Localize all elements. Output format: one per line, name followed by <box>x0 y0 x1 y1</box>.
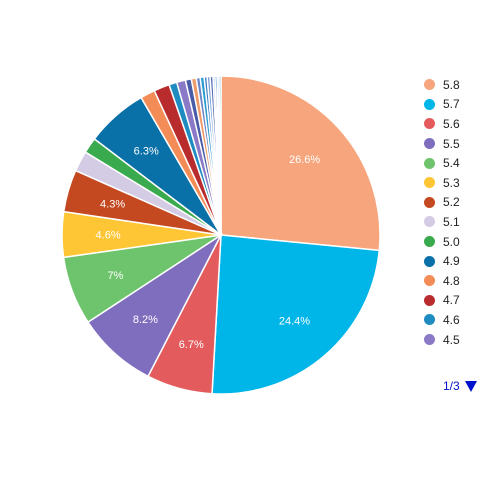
legend-item-5.5[interactable]: 5.5 <box>424 134 494 154</box>
legend-item-4.5[interactable]: 4.5 <box>424 330 494 350</box>
legend-pager[interactable]: 1/3 <box>443 379 477 393</box>
legend-label: 5.5 <box>443 136 460 151</box>
legend-item-4.6[interactable]: 4.6 <box>424 310 494 330</box>
legend-swatch <box>424 157 435 169</box>
legend-item-5.8[interactable]: 5.8 <box>424 75 494 95</box>
legend-label: 5.8 <box>443 77 460 92</box>
legend-item-5.3[interactable]: 5.3 <box>424 173 494 193</box>
pie-slice-minor-24[interactable] <box>218 75 222 236</box>
legend-item-5.4[interactable]: 5.4 <box>424 153 494 173</box>
legend-swatch <box>424 334 435 346</box>
legend-page-indicator: 1/3 <box>443 379 460 393</box>
legend-swatch <box>424 98 435 110</box>
slice-label-5.2: 4.3% <box>100 199 125 211</box>
pie-slice-5.8[interactable] <box>220 75 381 252</box>
legend-label: 4.5 <box>443 332 460 347</box>
legend-swatch <box>424 275 435 287</box>
legend: 5.8 5.7 5.6 5.5 5.4 5.3 5.2 5.1 5.0 4.9 4.8 4.7 4.6 4… <box>424 75 494 349</box>
legend-label: 5.1 <box>443 214 460 229</box>
legend-swatch <box>424 236 435 248</box>
legend-item-4.9[interactable]: 4.9 <box>424 251 494 271</box>
legend-swatch <box>424 118 435 130</box>
slice-label-5.3: 4.6% <box>96 230 121 242</box>
legend-label: 5.7 <box>443 97 460 112</box>
slice-label-5.4: 7% <box>107 270 123 282</box>
legend-swatch <box>424 294 435 306</box>
legend-swatch <box>424 216 435 228</box>
legend-label: 5.3 <box>443 175 460 190</box>
legend-item-5.1[interactable]: 5.1 <box>424 212 494 232</box>
legend-label: 5.6 <box>443 116 460 131</box>
slice-label-5.5: 8.2% <box>133 314 158 326</box>
legend-swatch <box>424 255 435 267</box>
legend-item-4.8[interactable]: 4.8 <box>424 271 494 291</box>
legend-label: 4.7 <box>443 293 460 308</box>
legend-next-page-icon[interactable] <box>464 380 477 392</box>
legend-label: 4.9 <box>443 254 460 269</box>
legend-swatch <box>424 314 435 326</box>
legend-swatch <box>424 196 435 208</box>
legend-label: 4.8 <box>443 273 460 288</box>
legend-swatch <box>424 79 435 91</box>
legend-swatch <box>424 138 435 150</box>
legend-label: 5.4 <box>443 156 460 171</box>
legend-item-5.0[interactable]: 5.0 <box>424 232 494 252</box>
pie-slice-5.7[interactable] <box>211 234 381 395</box>
legend-item-5.7[interactable]: 5.7 <box>424 95 494 115</box>
slice-label-5.8: 26.6% <box>289 154 320 166</box>
legend-swatch <box>424 177 435 189</box>
slice-label-4.9: 6.3% <box>134 145 159 157</box>
legend-item-5.2[interactable]: 5.2 <box>424 193 494 213</box>
slice-label-5.6: 6.7% <box>179 339 204 351</box>
legend-item-5.6[interactable]: 5.6 <box>424 114 494 134</box>
legend-label: 5.2 <box>443 195 460 210</box>
legend-label: 5.0 <box>443 234 460 249</box>
legend-label: 4.6 <box>443 312 460 327</box>
slice-label-5.7: 24.4% <box>279 316 310 328</box>
legend-item-4.7[interactable]: 4.7 <box>424 291 494 311</box>
